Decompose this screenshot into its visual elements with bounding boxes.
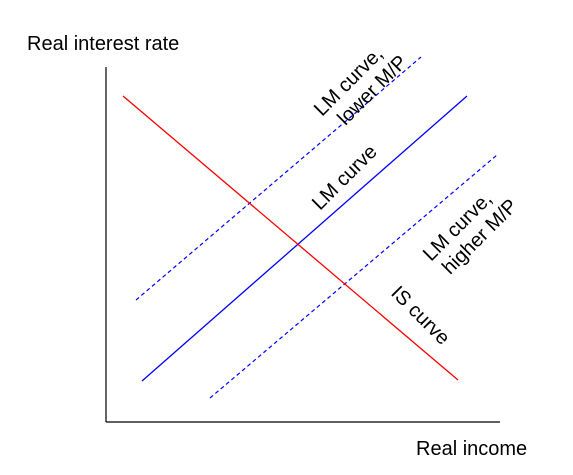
is-label: IS curve xyxy=(386,282,453,349)
x-axis-label: Real income xyxy=(416,438,527,460)
lm-curve xyxy=(141,95,468,382)
is-curve xyxy=(122,95,459,381)
lm-lower-label: LM curve, lower M/P xyxy=(310,43,412,130)
lm-higher-label: LM curve, higher M/P xyxy=(419,188,522,279)
is-label-text: IS curve xyxy=(386,282,453,349)
y-axis-label: Real interest rate xyxy=(27,33,179,55)
